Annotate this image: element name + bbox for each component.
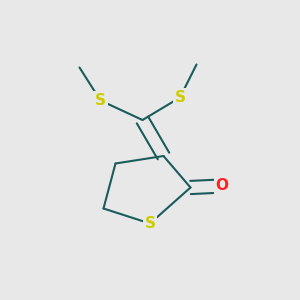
Text: O: O <box>215 178 229 194</box>
Text: S: S <box>175 90 185 105</box>
Text: S: S <box>95 93 106 108</box>
Text: S: S <box>145 216 155 231</box>
